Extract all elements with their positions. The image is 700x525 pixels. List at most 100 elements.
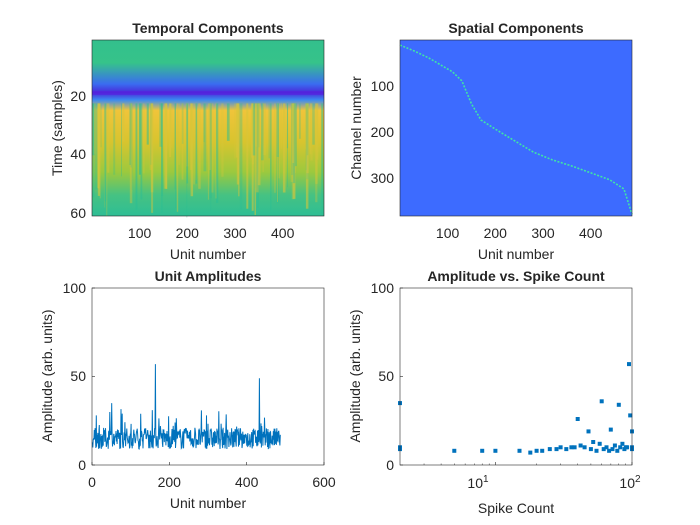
scatter-point — [615, 448, 620, 453]
scatter-ytick: 0 — [386, 457, 394, 473]
scatter-point — [586, 429, 591, 434]
scatter-point — [594, 448, 599, 453]
temporal-streak — [92, 103, 95, 156]
temporal-streak — [293, 103, 296, 199]
scatter-point — [582, 445, 587, 450]
spatial-trace — [399, 44, 633, 215]
temporal-streak — [252, 103, 254, 165]
temporal-streak — [195, 103, 198, 184]
temporal-dip-band — [92, 91, 324, 95]
scatter-point — [480, 448, 485, 453]
scatter-ytick: 50 — [378, 368, 394, 384]
temporal-streak — [203, 103, 205, 143]
temporal-streak — [130, 103, 132, 168]
scatter-point — [564, 447, 569, 452]
scatter-point — [599, 399, 604, 404]
temporal-xtick: 200 — [176, 225, 200, 241]
temporal-streak — [149, 103, 152, 171]
temporal-streak — [176, 103, 179, 212]
temporal-streak — [93, 103, 94, 146]
temporal-streak — [287, 103, 288, 188]
spatial-axes-box — [399, 39, 633, 217]
scatter-point — [588, 447, 593, 452]
temporal-streak — [310, 103, 313, 161]
temporal-streak — [315, 103, 318, 203]
scatter-title: Amplitude vs. Spike Count — [427, 268, 605, 284]
temporal-streak — [239, 103, 243, 210]
scatter-point — [601, 447, 606, 452]
temporal-ytick: 20 — [70, 88, 86, 104]
scatter-point — [597, 441, 602, 446]
temporal-title: Temporal Components — [132, 20, 284, 36]
temporal-streak — [150, 103, 154, 193]
temporal-streak — [292, 103, 295, 163]
temporal-streak — [274, 103, 276, 193]
scatter-point — [620, 441, 625, 446]
temporal-streak — [246, 103, 249, 209]
temporal-streak — [97, 103, 100, 189]
spatial-xtick: 400 — [579, 225, 603, 241]
temporal-streak — [135, 103, 138, 210]
scatter-point — [493, 448, 498, 453]
scatter-xlabel: Spike Count — [478, 500, 554, 516]
temporal-xtick: 100 — [128, 225, 152, 241]
scatter-point — [616, 402, 621, 407]
temporal-streaks — [92, 91, 324, 218]
spatial-ytick: 100 — [371, 78, 395, 94]
amplitudes-ytick: 0 — [78, 457, 86, 473]
temporal-streak — [150, 103, 153, 165]
scatter-point — [540, 448, 545, 453]
scatter-axes-bg — [400, 288, 632, 465]
temporal-streak — [226, 103, 230, 141]
temporal-streak — [270, 103, 272, 211]
temporal-streak — [252, 103, 256, 156]
spatial-xtick: 200 — [484, 225, 508, 241]
scatter-xtick: 101 — [467, 474, 489, 491]
temporal-streak — [193, 103, 195, 185]
temporal-streak — [207, 103, 209, 200]
temporal-components-panel: Temporal Components 100 200 300 400 20 4… — [49, 20, 325, 262]
amplitudes-xtick: 400 — [235, 474, 259, 490]
scatter-point — [575, 417, 580, 421]
scatter-point — [452, 448, 457, 453]
temporal-streak — [99, 103, 101, 199]
scatter-point — [578, 443, 583, 448]
temporal-streak — [321, 103, 323, 215]
temporal-streak — [309, 103, 312, 155]
temporal-streak — [282, 103, 286, 193]
temporal-streak — [209, 103, 212, 199]
temporal-streak — [142, 103, 145, 174]
temporal-streak — [268, 103, 270, 159]
scatter-point — [607, 448, 612, 453]
scatter-point — [610, 447, 615, 452]
spatial-ylabel: Channel number — [348, 76, 364, 180]
temporal-ylabel: Time (samples) — [49, 80, 65, 176]
temporal-streak — [255, 103, 259, 193]
temporal-streak — [165, 103, 168, 189]
temporal-streak — [276, 103, 279, 157]
temporal-streak — [290, 103, 294, 182]
temporal-streak — [100, 103, 102, 148]
temporal-streak — [94, 103, 98, 190]
temporal-streak — [203, 103, 207, 172]
scatter-point — [517, 448, 522, 453]
temporal-streak — [198, 103, 201, 189]
spatial-xtick: 100 — [436, 225, 460, 241]
temporal-streak — [236, 103, 239, 185]
temporal-streak — [186, 103, 189, 184]
scatter-point — [554, 447, 559, 452]
spatial-xtick: 300 — [531, 225, 555, 241]
temporal-streak — [190, 103, 194, 197]
spatial-ytick: 300 — [371, 170, 395, 186]
scatter-point — [612, 443, 617, 448]
temporal-streak — [263, 103, 266, 155]
scatter-point — [534, 448, 539, 453]
temporal-streak — [316, 103, 319, 160]
temporal-streak — [255, 103, 258, 147]
temporal-streak — [254, 103, 256, 215]
temporal-streak — [174, 103, 176, 190]
temporal-streak — [294, 103, 297, 167]
temporal-streak — [211, 103, 214, 193]
temporal-streak — [131, 103, 133, 190]
